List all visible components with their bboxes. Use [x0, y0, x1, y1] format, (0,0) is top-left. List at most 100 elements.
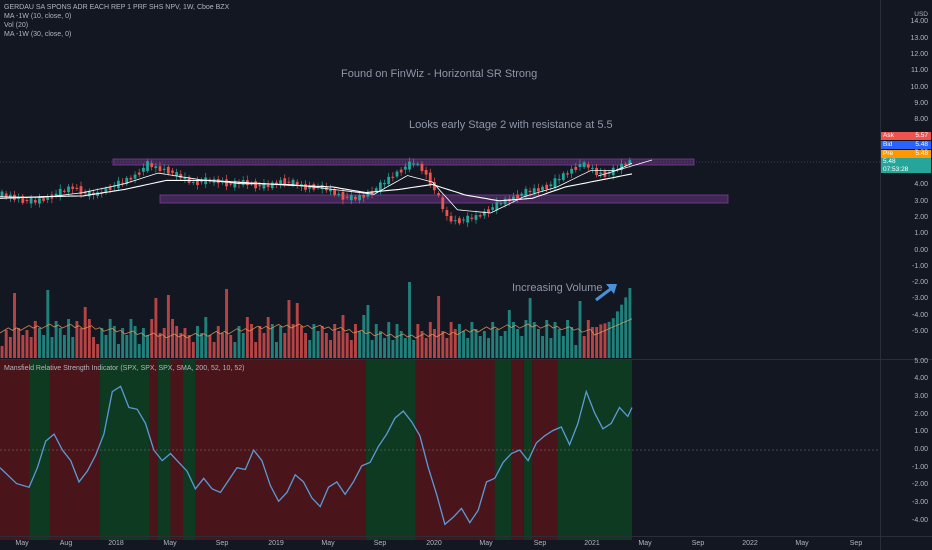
candle-body [416, 163, 420, 165]
candle-body [295, 181, 299, 186]
volume-bar [603, 323, 607, 358]
price-tick-label: 4.00 [914, 181, 928, 189]
time-tick-label: 2018 [108, 540, 124, 547]
candle-body [162, 168, 166, 170]
volume-bar [557, 329, 561, 358]
volume-bar [216, 326, 220, 358]
volume-bar [62, 335, 66, 358]
candle-body [287, 181, 291, 183]
candle-body [229, 183, 233, 185]
volume-bar [141, 328, 145, 358]
volume-bar [208, 335, 212, 358]
candle-body [275, 182, 278, 185]
candle-body [25, 199, 29, 201]
volume-bar [58, 328, 62, 358]
candle-body [75, 187, 79, 189]
candle-body [528, 190, 532, 192]
candle-body [491, 207, 495, 210]
annotation-stage2: Looks early Stage 2 with resistance at 5… [409, 119, 613, 131]
price-tick-label: 0.00 [914, 246, 928, 254]
candle-body [158, 166, 162, 171]
candle-body [200, 181, 203, 183]
candle-body [624, 163, 628, 166]
candle-body [374, 188, 378, 192]
volume-bar [266, 317, 270, 358]
time-tick-label: May [15, 540, 29, 547]
rs-indicator-legend[interactable]: Mansfield Relative Strength Indicator (S… [4, 365, 245, 372]
volume-bar [574, 345, 578, 358]
volume-legend[interactable]: Vol (20) [4, 22, 29, 29]
volume-bar [312, 324, 316, 358]
volume-bar [611, 318, 615, 358]
volume-bar [387, 322, 391, 358]
candle-body [279, 180, 282, 184]
candle-body [154, 166, 158, 169]
candle-body [0, 191, 4, 197]
volume-bar [25, 330, 29, 358]
arrow-shaft [595, 286, 613, 302]
volume-bar [270, 324, 274, 358]
time-tick-label: 2019 [268, 540, 284, 547]
candle-body [408, 161, 411, 170]
volume-bar [491, 322, 495, 358]
volume-bar [17, 328, 21, 358]
volume-bar [200, 333, 204, 358]
volume-bar [316, 331, 320, 358]
volume-bar [354, 324, 357, 358]
candle-body [549, 184, 553, 187]
volume-bar [8, 337, 12, 358]
ma-30-legend[interactable]: MA -1W (30, close, 0) [4, 31, 72, 38]
rs-tick-label: -3.00 [912, 499, 928, 507]
volume-bar [428, 322, 432, 358]
volume-bar [279, 326, 283, 358]
volume-bar [42, 335, 46, 358]
volume-bar [137, 344, 141, 358]
bid-tag: Bid 5.48 [881, 141, 931, 149]
ma-10-line [0, 162, 633, 214]
candle-body [133, 174, 137, 179]
candle-body [428, 172, 432, 185]
candle-body [561, 173, 565, 180]
candle-body [104, 188, 108, 193]
volume-bar [566, 320, 569, 358]
time-tick-label: Sep [691, 540, 705, 547]
volume-bar [412, 340, 416, 358]
candle-body [582, 162, 586, 168]
volume-bar [620, 304, 624, 358]
volume-bar [191, 342, 195, 358]
candle-body [333, 189, 337, 195]
moving-averages [0, 159, 653, 214]
price-tick-label: -1.00 [912, 262, 928, 270]
volume-bar [79, 328, 83, 358]
rs-series-line [0, 385, 633, 526]
volume-bar [324, 333, 328, 358]
time-tick-label: 2021 [584, 540, 600, 547]
ma-10-legend[interactable]: MA -1W (10, close, 0) [4, 13, 72, 20]
candle-body [42, 198, 45, 201]
time-tick-label: 2022 [742, 540, 758, 547]
volume-bar [299, 326, 303, 358]
price-tick-label: 11.00 [911, 67, 928, 75]
volume-bar [403, 338, 407, 358]
volume-bar [158, 333, 162, 358]
candle-body [462, 219, 465, 221]
price-tick-label: 3.00 [914, 197, 928, 205]
time-tick-label: Sep [533, 540, 547, 547]
volume-bar [245, 317, 249, 358]
candle-body [503, 198, 507, 205]
resistance-zone [112, 158, 695, 166]
candle-body [512, 196, 515, 201]
symbol-title: GERDAU SA SPONS ADR EACH REP 1 PRF SHS N… [4, 4, 230, 11]
volume-bar [358, 331, 362, 358]
volume-bar [457, 324, 461, 358]
candle-body [495, 201, 499, 211]
candle-body [420, 163, 424, 171]
volume-bar [495, 329, 499, 358]
candle-body [437, 193, 440, 196]
rs-tick-label: -4.00 [912, 516, 928, 524]
candle-body [233, 180, 237, 188]
rs-tick-label: 0.00 [914, 446, 928, 453]
ask-label: Ask [883, 132, 894, 139]
volume-bar [125, 335, 129, 358]
